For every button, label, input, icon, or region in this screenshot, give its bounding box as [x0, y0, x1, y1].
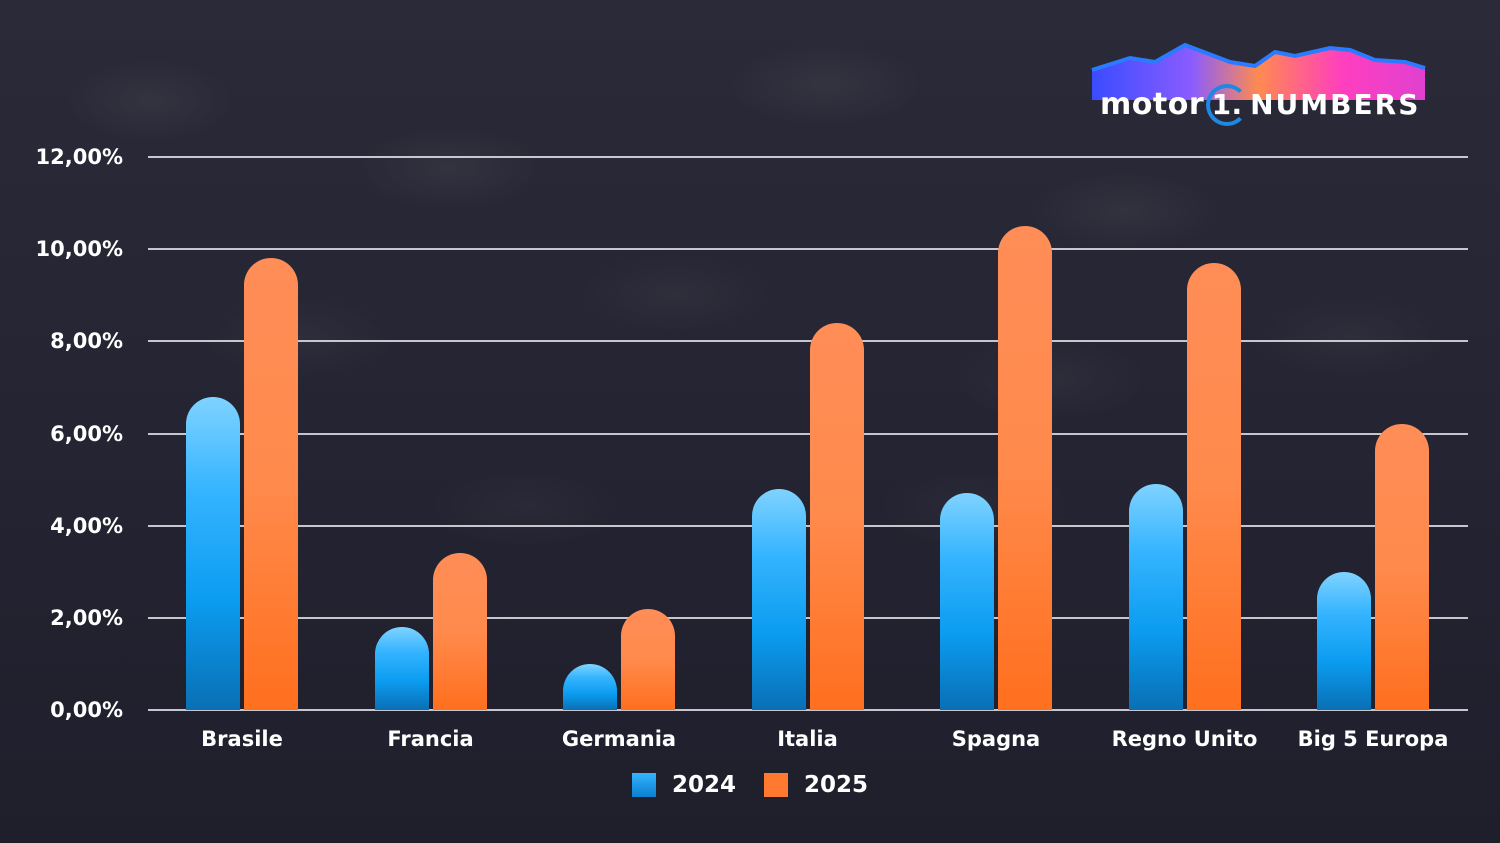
gridline: [148, 616, 1468, 619]
bar-2024-spagna: [940, 493, 994, 710]
chart-legend: 2024 2025: [0, 772, 1500, 798]
x-axis-category-label: Francia: [387, 727, 474, 751]
logo-numbers-text: NUMBERS: [1250, 88, 1421, 121]
y-axis-tick-label: 2,00%: [50, 605, 123, 630]
x-axis-category-label: Germania: [561, 727, 677, 751]
bar-2025-spagna: [998, 226, 1052, 710]
bar-2025-italia: [809, 322, 864, 710]
gridline: [148, 524, 1468, 527]
motor1-numbers-logo: motor 1. NUMBERS: [1090, 40, 1430, 130]
legend-label-2025: 2025: [804, 772, 869, 798]
gridline: [148, 156, 1468, 158]
y-axis-tick-label: 6,00%: [50, 421, 123, 446]
y-axis-tick-label: 4,00%: [50, 513, 123, 538]
bar-2025-regno-unito: [1186, 262, 1241, 710]
bar-2025-francia: [432, 553, 487, 710]
bar-2025-brasile: [244, 258, 298, 710]
legend-item-2024: 2024: [631, 772, 736, 798]
legend-swatch-2025: [764, 773, 788, 797]
x-axis-category-label: Big 5 Europa: [1297, 727, 1449, 751]
logo-wordmark: motor 1. NUMBERS: [1100, 84, 1420, 126]
y-axis-tick-label: 0,00%: [50, 698, 123, 722]
legend-swatch-2024: [631, 773, 656, 797]
x-axis-category-label: Regno Unito: [1111, 727, 1258, 751]
bar-2024-big-5-europa: [1317, 571, 1371, 710]
bar-2024-regno-unito: [1128, 484, 1183, 710]
x-axis-category-label: Brasile: [201, 727, 283, 751]
y-axis-tick-label: 12,00%: [35, 145, 123, 169]
gridline: [148, 340, 1468, 343]
bar-2024-germania: [563, 663, 617, 710]
bar-2025-germania: [621, 608, 675, 710]
x-axis-category-label: Italia: [777, 727, 838, 751]
logo-motor-text: motor: [1100, 87, 1205, 122]
bar-2024-brasile: [186, 396, 240, 710]
gridline: [148, 432, 1468, 435]
logo-number-badge: 1.: [1206, 84, 1249, 126]
legend-label-2024: 2024: [671, 772, 736, 798]
x-axis-category-label: Spagna: [951, 727, 1041, 751]
y-axis-tick-label: 8,00%: [50, 329, 123, 354]
bar-2024-francia: [374, 627, 429, 710]
y-axis-tick-label: 10,00%: [35, 237, 123, 262]
bar-2024-italia: [751, 488, 806, 710]
legend-item-2025: 2025: [764, 772, 868, 798]
gridline: [148, 709, 1468, 711]
mountain-graph-icon: [1091, 42, 1426, 100]
bar-2025-big-5-europa: [1375, 424, 1429, 710]
gridline: [148, 248, 1468, 251]
